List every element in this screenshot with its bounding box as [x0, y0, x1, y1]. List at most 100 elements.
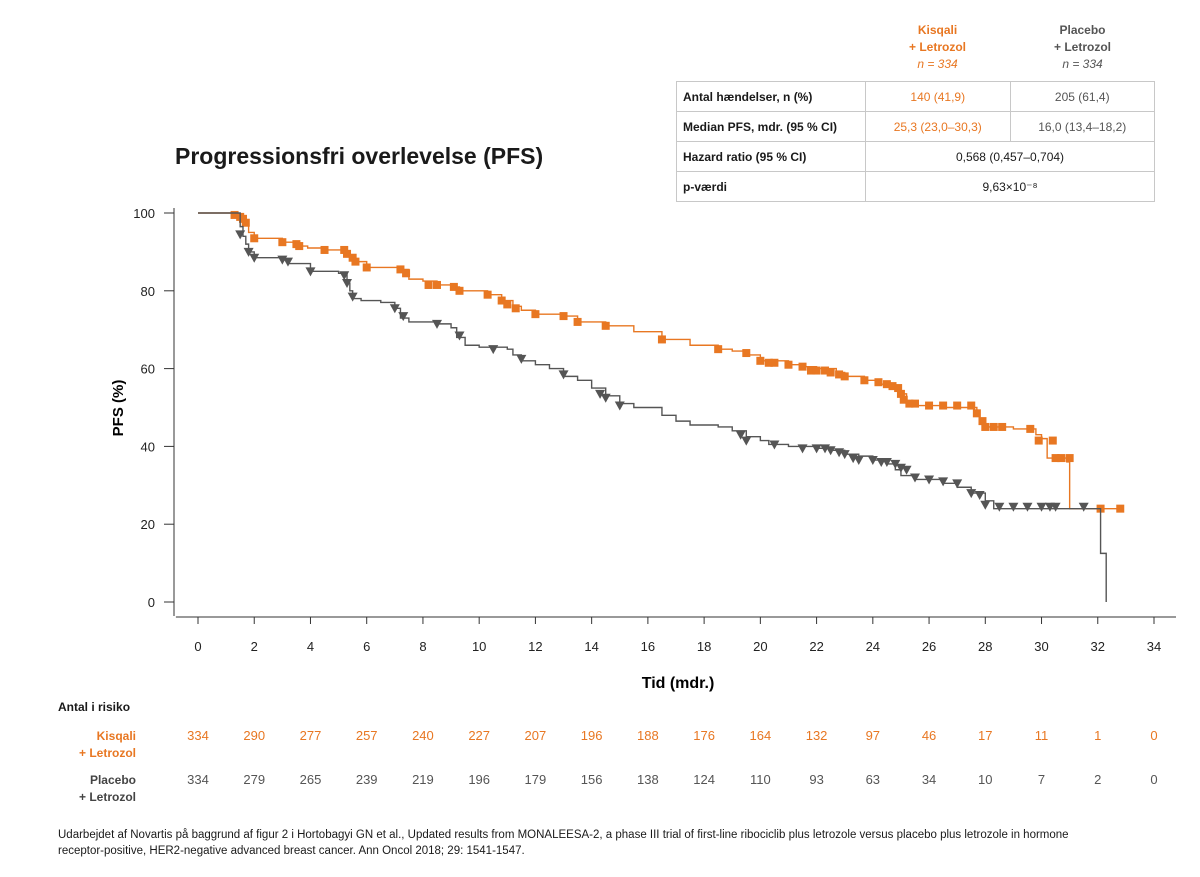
x-tick-label: 12 — [528, 639, 542, 654]
series-layer — [198, 210, 1125, 602]
kisqali-censor-mark — [981, 422, 990, 431]
kisqali-censor-mark — [784, 360, 793, 369]
risk-value-kisqali: 1 — [1094, 728, 1102, 743]
kisqali-censor-mark — [860, 376, 869, 385]
placebo-censor-mark — [398, 312, 409, 322]
kisqali-censor-mark — [798, 362, 807, 371]
risk-value-placebo: 0 — [1150, 772, 1158, 787]
stats-value-kisqali: 25,3 (23,0–30,3) — [865, 111, 1011, 142]
placebo-censor-mark — [890, 459, 901, 469]
placebo-censor-mark — [910, 473, 920, 483]
risk-value-kisqali: 277 — [299, 728, 322, 743]
kisqali-censor-mark — [899, 395, 908, 404]
placebo-censor-mark — [235, 230, 246, 240]
kisqali-censor-mark — [433, 280, 441, 289]
kisqali-censor-mark — [874, 378, 883, 387]
placebo-censor-mark — [735, 430, 746, 440]
risk-value-placebo: 63 — [865, 772, 881, 787]
risk-value-kisqali: 97 — [865, 728, 881, 743]
stats-header-placebo-n: n = 334 — [1062, 57, 1103, 71]
chart-title: Progressionsfri overlevelse (PFS) — [175, 143, 544, 169]
placebo-censor-mark — [1050, 502, 1061, 512]
kisqali-censor-mark — [894, 384, 903, 393]
kisqali-censor-mark — [483, 290, 492, 299]
risk-label-placebo: Placebo + Letrozol — [40, 772, 136, 806]
risk-value-placebo: 124 — [693, 772, 715, 787]
x-tick-label: 0 — [194, 639, 201, 654]
placebo-censor-mark — [342, 279, 353, 289]
risk-value-placebo: 196 — [468, 772, 491, 787]
kisqali-censor-mark — [455, 286, 464, 295]
risk-value-placebo: 93 — [809, 772, 824, 787]
placebo-censor-mark — [952, 479, 963, 489]
kisqali-censor-mark — [497, 296, 506, 305]
kisqali-censor-mark — [770, 358, 779, 367]
placebo-censor-mark — [347, 292, 358, 302]
risk-value-placebo: 179 — [524, 772, 547, 787]
placebo-censor-mark — [516, 354, 527, 364]
kisqali-censor-mark — [1057, 454, 1066, 463]
risk-value-placebo: 138 — [637, 772, 659, 787]
kisqali-censor-mark — [503, 300, 512, 309]
placebo-censor-mark — [389, 304, 400, 314]
kisqali-censor-mark — [396, 265, 405, 274]
source-footnote: Udarbejdet af Novartis på baggrund af fi… — [58, 829, 1069, 857]
risk-value-placebo: 334 — [187, 772, 209, 787]
kisqali-censor-mark — [1048, 436, 1057, 445]
x-tick-label: 8 — [419, 639, 426, 654]
risk-value-placebo: 2 — [1094, 772, 1102, 787]
kisqali-censor-mark — [905, 399, 914, 408]
kisqali-censor-mark — [320, 245, 329, 254]
risk-label-placebo-combo: + Letrozol — [78, 790, 136, 804]
risk-value-kisqali: 240 — [412, 728, 434, 743]
risk-value-kisqali: 11 — [1034, 728, 1049, 743]
risk-value-kisqali: 46 — [921, 728, 937, 743]
y-tick-label: 100 — [133, 206, 155, 221]
placebo-censor-mark — [839, 450, 850, 460]
x-tick-label: 24 — [866, 639, 880, 654]
placebo-censor-mark — [432, 319, 442, 329]
x-tick-label: 18 — [697, 639, 711, 654]
risk-value-kisqali: 176 — [693, 728, 715, 743]
kisqali-censor-mark — [835, 370, 844, 379]
risk-value-kisqali: 164 — [749, 728, 772, 743]
placebo-censor-mark — [454, 331, 465, 341]
kisqali-censor-mark — [756, 356, 765, 365]
stats-value-combined: 0,568 (0,457–0,704) — [865, 141, 1155, 172]
kisqali-censor-mark — [742, 349, 751, 358]
kisqali-censor-mark — [806, 366, 815, 375]
kisqali-censor-mark — [998, 422, 1007, 431]
placebo-curve — [198, 212, 1107, 602]
x-tick-label: 28 — [978, 639, 992, 654]
risk-value-placebo: 279 — [243, 772, 266, 787]
kisqali-censor-mark — [424, 280, 433, 289]
kisqali-censor-mark — [657, 335, 666, 344]
stats-value-combined: 9,63×10⁻⁸ — [865, 171, 1155, 202]
kisqali-censor-mark — [826, 368, 835, 377]
kisqali-censor-mark — [989, 422, 998, 431]
risk-value-kisqali: 0 — [1150, 728, 1158, 743]
y-tick-label: 40 — [141, 439, 155, 454]
placebo-censor-mark — [980, 500, 991, 510]
x-tick-label: 10 — [472, 639, 486, 654]
stats-table: Antal hændelser, n (%) 140 (41,9) 205 (6… — [676, 81, 1155, 202]
x-tick-label: 4 — [307, 639, 314, 654]
kisqali-censor-mark — [362, 263, 371, 272]
stats-header-placebo: Placebo + Letrozol n = 334 — [1010, 22, 1155, 73]
kisqali-censor-mark — [278, 238, 287, 247]
placebo-censor-mark — [339, 271, 350, 281]
placebo-censor-mark — [1078, 502, 1089, 512]
placebo-censor-mark — [1036, 502, 1047, 512]
kisqali-censor-mark — [888, 382, 897, 391]
kisqali-censor-mark — [573, 317, 582, 326]
risk-value-placebo: 110 — [749, 772, 771, 787]
kisqali-censor-mark — [812, 366, 821, 375]
kisqali-censor-mark — [911, 399, 919, 408]
risk-value-kisqali: 207 — [524, 728, 547, 743]
placebo-censor-mark — [797, 444, 808, 454]
x-tick-label: 16 — [641, 639, 655, 654]
kisqali-censor-mark — [511, 304, 520, 313]
placebo-censor-mark — [966, 489, 977, 499]
x-tick-label: 26 — [922, 639, 936, 654]
placebo-censor-mark — [811, 444, 822, 454]
